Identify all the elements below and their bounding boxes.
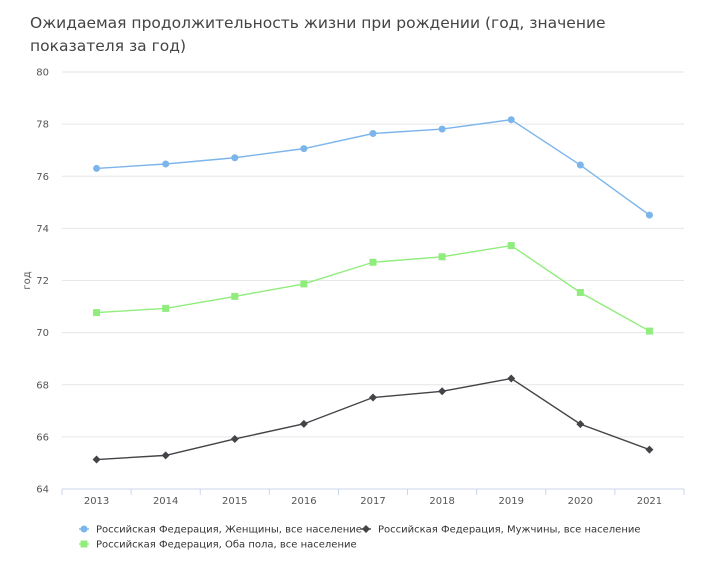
data-point — [299, 419, 308, 428]
legend-item: Российская Федерация, Женщины, все насел… — [79, 525, 362, 536]
data-point — [231, 154, 239, 162]
data-point — [438, 253, 446, 261]
gridlines — [62, 71, 684, 438]
x-tick-label: 2016 — [291, 496, 316, 507]
data-point — [230, 434, 239, 443]
data-point — [161, 451, 170, 460]
data-point — [645, 445, 654, 454]
data-point — [438, 387, 447, 396]
series-diamond — [92, 374, 654, 464]
x-tick-label: 2021 — [637, 496, 662, 507]
data-point — [93, 164, 101, 172]
x-tick-label: 2015 — [222, 496, 247, 507]
data-point — [93, 309, 101, 317]
legend-item: Российская Федерация, Оба пола, все насе… — [79, 540, 357, 551]
data-point — [507, 116, 515, 124]
series-circle — [93, 116, 653, 219]
y-tick-label: 66 — [36, 432, 49, 443]
data-point — [92, 455, 101, 464]
data-point — [369, 258, 377, 266]
legend-item: Российская Федерация, Мужчины, все насел… — [361, 525, 641, 536]
legend-marker — [362, 525, 370, 533]
data-point — [162, 160, 170, 168]
y-tick-label: 70 — [36, 328, 49, 339]
x-tick-label: 2014 — [153, 496, 178, 507]
legend-marker — [80, 540, 88, 548]
series-square — [93, 242, 653, 335]
legend-label: Российская Федерация, Мужчины, все насел… — [378, 525, 641, 536]
legend-label: Российская Федерация, Женщины, все насел… — [96, 525, 362, 536]
x-tick-label: 2018 — [429, 496, 454, 507]
data-point — [231, 292, 239, 300]
y-tick-label: 74 — [36, 224, 49, 235]
y-axis-ticks: 64 66 68 70 72 74 76 78 80 — [36, 68, 49, 496]
data-point — [300, 145, 308, 153]
x-tick-label: 2020 — [568, 496, 593, 507]
series-line — [96, 377, 650, 461]
data-point — [576, 288, 584, 296]
series-group — [92, 116, 654, 464]
y-tick-label: 78 — [36, 120, 49, 131]
legend-label: Российская Федерация, Оба пола, все насе… — [96, 540, 357, 551]
data-point — [645, 211, 653, 219]
y-tick-label: 68 — [36, 380, 49, 391]
chart-title: Ожидаемая продолжительность жизни при ро… — [30, 14, 606, 55]
data-point — [369, 393, 377, 402]
y-tick-label: 80 — [36, 68, 49, 79]
y-tick-label: 76 — [36, 172, 49, 183]
data-point — [576, 420, 585, 429]
data-point — [438, 125, 446, 133]
data-point — [369, 130, 377, 138]
data-point — [162, 304, 170, 312]
x-tick-label: 2019 — [498, 496, 523, 507]
data-point — [507, 242, 515, 250]
y-tick-label: 64 — [36, 485, 49, 496]
y-axis-label: год — [22, 271, 33, 289]
data-point — [300, 280, 308, 288]
y-tick-label: 72 — [36, 276, 49, 287]
data-point — [576, 161, 584, 169]
x-axis: 2013 2014 2015 2016 2017 2018 2019 2020 2021 — [61, 488, 685, 507]
x-tick-label: 2013 — [84, 496, 109, 507]
data-point — [645, 327, 653, 335]
data-point — [507, 374, 516, 383]
x-tick-label: 2017 — [360, 496, 385, 507]
legend-marker — [80, 525, 88, 533]
legend: Российская Федерация, Женщины, все насел… — [79, 525, 641, 551]
series-line — [96, 244, 650, 332]
